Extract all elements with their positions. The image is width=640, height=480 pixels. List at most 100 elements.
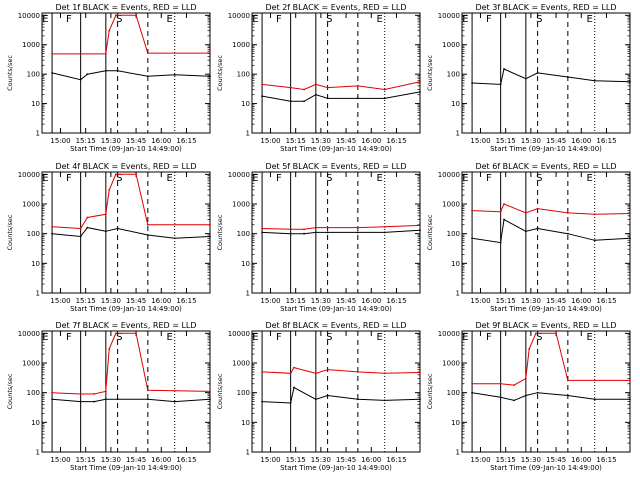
series-lld-line-point [499,210,502,213]
axes-frame [461,12,631,134]
series-lld-line-point [629,212,631,215]
panel-title: Det 3f BLACK = Events, RED = LLD [475,3,616,12]
series-events-line-point [471,391,473,394]
series-events-line-point [314,93,317,96]
series-events-line-point [536,72,539,74]
y-tick-label: 10000 [228,12,250,20]
series-events-line-point [93,400,95,403]
panel-det-3: Det 3f BLACK = Events, RED = LLD 1 10 100 10… [426,3,631,153]
y-axis-label: Counts/sec [6,214,14,250]
series-events-line-point [471,82,473,84]
series-lld-line-point [135,173,137,176]
series-lld-line-point [51,225,53,228]
marker-letter: E [462,173,468,184]
y-axis-label: Counts/sec [426,55,434,91]
y-tick-label: 1000 [22,41,40,49]
y-tick-label: 1 [246,130,250,138]
series-events-line-point [326,231,329,234]
series-events-line-point [51,72,53,74]
marker-letter: E [377,14,383,25]
x-tick-label: 15:30 [311,456,331,464]
y-tick-label: 10000 [18,330,40,338]
series-lld-line-point [419,371,421,374]
x-tick-label: 16:00 [151,456,171,464]
series-events-line-point [326,394,329,397]
y-tick-label: 1 [456,290,460,298]
y-tick-label: 1 [36,449,40,457]
x-tick-label: 16:15 [176,297,196,305]
panel-det-2: Det 2f BLACK = Events, RED = LLD 1 10 100 10… [216,3,421,153]
marker-letter: E [377,332,383,343]
series-lld-line-point [289,86,292,89]
x-tick-label: 16:15 [386,297,406,305]
series-events-line-point [51,398,53,401]
series-lld-line [52,14,210,55]
y-tick-label: 1 [456,130,460,138]
axes-frame [251,330,421,453]
series-lld-line-point [629,379,631,382]
y-tick-label: 10 [451,419,460,427]
series-lld-line-point [261,227,263,230]
series-events-line-point [471,237,473,240]
panel-det-4: Det 4f BLACK = Events, RED = LLD 1 10 100 10… [6,162,211,313]
x-tick-label: 15:30 [521,297,541,305]
x-tick-label: 15:45 [546,137,566,145]
series-lld-line-point [503,203,505,205]
series-lld-line-point [104,213,107,216]
series-lld-line-point [314,83,317,86]
series-events-line [472,68,631,85]
x-tick-label: 15:15 [496,137,516,145]
marker-letter: E [252,173,258,184]
series-events-line-point [104,69,107,72]
series-lld-line-point [513,384,515,387]
series-lld-line-point [104,52,107,55]
marker-letter: F [66,332,72,343]
series-events-line-point [293,386,295,389]
series-lld-line-point [383,88,386,91]
series-events-line-point [261,400,263,403]
series-lld-line-point [356,226,359,229]
series-lld-line-point [108,188,111,191]
panel-title: Det 9f BLACK = Events, RED = LLD [475,321,616,330]
marker-letter: S [326,332,332,343]
marker-letter: F [276,14,282,25]
x-tick-label: 15:45 [336,137,356,145]
series-events-line-point [173,400,176,403]
marker-letter: F [66,173,72,184]
x-tick-label: 16:00 [361,456,381,464]
x-tick-label: 15:00 [260,456,280,464]
x-axis-label: Start Time (09-Jan-10 14:49:00) [280,145,392,153]
series-events-line [262,386,421,404]
marker-letter: F [66,14,72,25]
marker-letter: F [276,332,282,343]
x-tick-label: 16:15 [596,137,616,145]
x-tick-label: 15:30 [101,456,121,464]
x-tick-label: 16:00 [361,297,381,305]
y-tick-label: 10000 [438,12,460,20]
marker-letter: E [167,173,173,184]
y-tick-label: 10 [451,100,460,108]
panel-title: Det 5f BLACK = Events, RED = LLD [265,162,406,171]
series-lld-line-point [51,52,53,55]
panel-title: Det 6f BLACK = Events, RED = LLD [475,162,616,171]
series-events-line-point [499,241,502,244]
y-tick-label: 1 [36,130,40,138]
series-lld-line-point [314,226,317,229]
series-lld-line-point [383,225,386,228]
series-lld-line-point [499,382,502,385]
series-events-line-point [566,394,569,397]
y-axis-label: Counts/sec [6,373,14,409]
y-tick-label: 10000 [228,171,250,179]
marker-letter: E [167,14,173,25]
y-axis-label: Counts/sec [216,55,224,91]
series-lld-line-point [356,371,359,373]
x-tick-label: 15:45 [126,297,146,305]
y-tick-label: 1 [456,449,460,457]
series-lld-line-point [146,389,149,392]
x-tick-label: 15:00 [50,297,70,305]
x-tick-label: 15:30 [521,137,541,145]
y-axis-label: Counts/sec [426,214,434,250]
x-tick-label: 15:45 [126,137,146,145]
series-lld-line-point [135,332,137,335]
x-tick-label: 15:15 [496,297,516,305]
